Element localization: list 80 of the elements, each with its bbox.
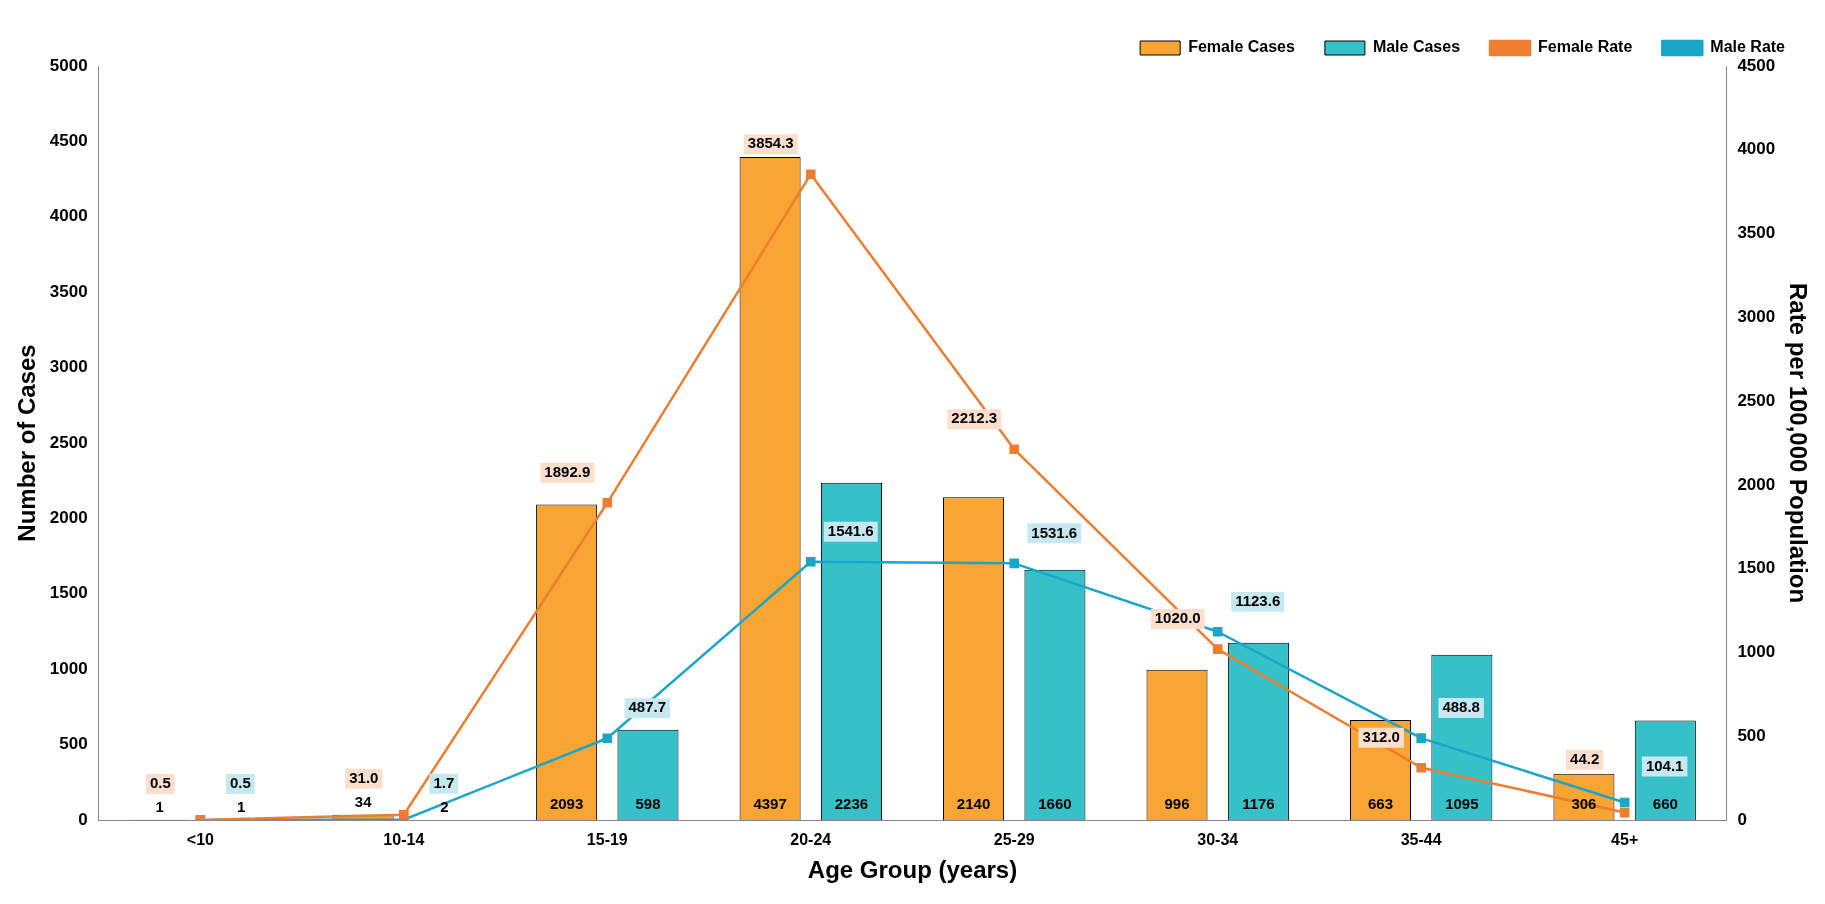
y2-tick-label: 500 [1737,725,1766,745]
point [1212,626,1223,637]
y2-tick-label: 4000 [1737,139,1776,159]
x-tick-label: 15-19 [586,831,628,849]
y2-tick-label: 4500 [1737,55,1776,75]
data-label: 1.7 [433,773,455,791]
point [1619,807,1630,818]
x-tick-label: 10-14 [383,831,425,849]
legend-label: Female Rate [1538,38,1633,56]
x-tick-label: 20-24 [790,831,832,849]
y2-tick-label: 0 [1737,809,1747,829]
data-label: 996 [1164,795,1190,813]
data-label: 1660 [1038,795,1072,813]
point [805,169,816,179]
y2-tick-label: 3000 [1737,307,1776,327]
x-tick-label: 25-29 [993,831,1035,849]
y-tick-label: 3500 [49,281,88,301]
y-axis-title: Number of Cases [13,344,41,542]
point [1416,733,1426,743]
y-tick-label: 1000 [49,658,88,678]
legend-label: Male Rate [1710,38,1786,56]
y-tick-label: 1500 [49,583,88,603]
y-tick-label: 4500 [49,131,88,151]
data-label: 1531.6 [1031,523,1078,541]
y2-tick-label: 2500 [1737,390,1776,410]
data-label: 1095 [1445,795,1479,813]
data-label: 306 [1571,795,1597,813]
legend-label: Female Cases [1188,38,1295,56]
point [602,733,613,744]
point [1619,797,1630,808]
data-label: 2140 [956,795,991,813]
data-label: 31.0 [349,768,379,786]
data-label: 1020.0 [1154,609,1201,627]
x-tick-label: 30-34 [1197,831,1239,849]
data-label: 4397 [753,795,787,813]
x-tick-label: <10 [186,831,215,849]
x-tick-label: 35-44 [1400,831,1442,849]
data-label: 0.5 [229,774,251,792]
data-label: 104.1 [1645,756,1684,774]
y2-tick-label: 1000 [1737,642,1776,662]
point [805,556,816,567]
point [1212,644,1223,654]
point [602,498,613,508]
y-tick-label: 500 [59,734,88,754]
data-label: 312.0 [1362,727,1400,745]
y-tick-label: 3000 [49,357,88,377]
data-label: 1123.6 [1235,591,1281,609]
y-tick-label: 2500 [49,432,88,452]
y2-tick-label: 1500 [1737,558,1776,578]
y2-axis-title: Rate per 100,000 Population [1784,282,1812,604]
data-label: 1892.9 [544,462,591,480]
data-label: 598 [635,795,661,813]
data-label: 2093 [549,795,584,813]
x-axis-title: Age Group (years) [807,856,1018,884]
point [1009,444,1020,455]
data-label: 0.5 [149,774,171,792]
data-label: 1 [236,797,246,815]
x-tick-label: 45+ [1611,831,1639,849]
y-tick-label: 5000 [49,55,88,75]
y-tick-label: 4000 [49,206,88,226]
data-label: 2236 [834,795,869,813]
point [1009,558,1020,569]
legend-label: Male Cases [1372,38,1461,56]
data-label: 1176 [1242,795,1275,813]
data-label: 1 [155,797,164,815]
y-tick-label: 0 [78,809,88,829]
data-label: 663 [1367,795,1393,813]
point [399,810,409,820]
data-label: 34 [354,793,373,811]
y2-tick-label: 2000 [1737,474,1776,494]
data-label: 2212.3 [951,409,998,427]
point [1416,762,1426,773]
data-label: 1541.6 [827,521,874,539]
y2-tick-label: 3500 [1737,223,1776,243]
data-label: 44.2 [1570,750,1600,767]
data-label: 3854.3 [747,134,794,152]
data-label: 660 [1652,795,1678,813]
y-tick-label: 2000 [49,508,88,528]
data-label: 487.7 [628,698,667,716]
data-label: 488.8 [1442,698,1480,716]
